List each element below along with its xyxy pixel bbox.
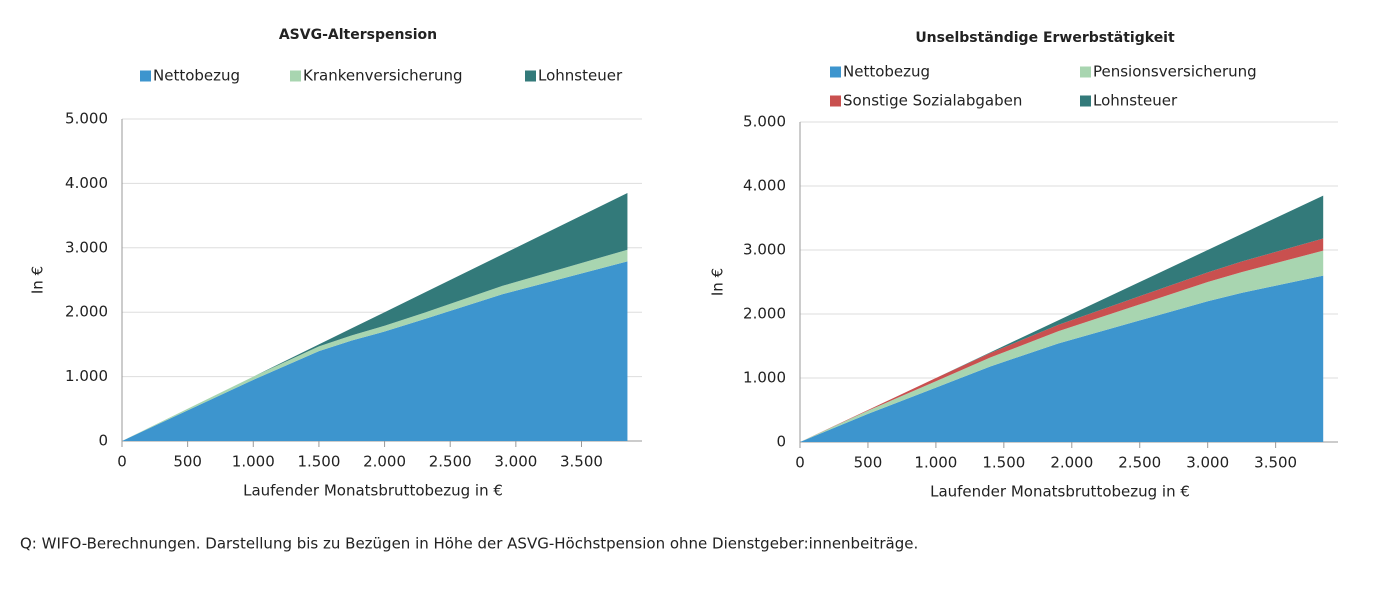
y-tick-label: 4.000: [743, 177, 786, 195]
legend-swatch: [1080, 66, 1091, 78]
y-axis-label: In €: [29, 266, 47, 294]
x-tick-label: 2.000: [363, 453, 406, 471]
y-tick-label: 2.000: [743, 305, 786, 323]
x-tick-label: 3.500: [1254, 454, 1297, 472]
y-tick-label: 3.000: [65, 238, 108, 256]
legend-label: Lohnsteuer: [1093, 92, 1178, 110]
legend-label: Lohnsteuer: [538, 67, 623, 85]
chart-title: ASVG-Alterspension: [279, 27, 437, 43]
chart-title: Unselbständige Erwerbstätigkeit: [915, 30, 1175, 46]
legend-swatch: [830, 66, 841, 78]
x-tick-label: 1.500: [982, 454, 1025, 472]
y-tick-label: 1.000: [743, 369, 786, 387]
x-tick-label: 3.000: [1186, 454, 1229, 472]
x-tick-label: 1.000: [232, 453, 275, 471]
y-tick-label: 4.000: [65, 174, 108, 192]
y-tick-label: 5.000: [743, 113, 786, 131]
legend-swatch: [1080, 95, 1091, 107]
x-tick-label: 0: [117, 453, 127, 471]
y-tick-label: 0: [98, 432, 108, 450]
y-tick-label: 5.000: [65, 110, 108, 128]
area-layer: [800, 238, 1324, 442]
legend-swatch: [290, 70, 301, 82]
legend-label: Sonstige Sozialabgaben: [843, 92, 1022, 110]
x-axis-label: Laufender Monatsbruttobezug in €: [243, 482, 503, 500]
y-tick-label: 0: [776, 433, 786, 451]
x-tick-label: 500: [854, 454, 883, 472]
area-layer: [122, 261, 628, 441]
legend-swatch: [830, 95, 841, 107]
x-tick-label: 0: [795, 454, 805, 472]
x-tick-label: 2.500: [1118, 454, 1161, 472]
area-layer: [800, 275, 1324, 442]
x-tick-label: 1.500: [297, 453, 340, 471]
legend-label: Nettobezug: [843, 63, 930, 81]
legend-label: Krankenversicherung: [303, 67, 463, 85]
x-tick-label: 3.500: [560, 453, 603, 471]
x-axis-label: Laufender Monatsbruttobezug in €: [930, 483, 1190, 501]
x-tick-label: 500: [173, 453, 202, 471]
x-tick-label: 3.000: [494, 453, 537, 471]
legend-swatch: [140, 70, 151, 82]
legend-label: Nettobezug: [153, 67, 240, 85]
x-tick-label: 1.000: [914, 454, 957, 472]
y-tick-label: 3.000: [743, 241, 786, 259]
area-layer: [800, 250, 1324, 442]
legend-swatch: [525, 70, 536, 82]
area-layer: [122, 193, 628, 441]
y-axis-label: In €: [709, 268, 727, 296]
source-note: Q: WIFO-Berechnungen. Darstellung bis zu…: [20, 535, 918, 553]
y-tick-label: 2.000: [65, 303, 108, 321]
legend-label: Pensionsversicherung: [1093, 63, 1257, 81]
area-layer: [800, 195, 1324, 442]
area-layer: [122, 249, 628, 441]
y-tick-label: 1.000: [65, 367, 108, 385]
x-tick-label: 2.000: [1050, 454, 1093, 472]
x-tick-label: 2.500: [429, 453, 472, 471]
